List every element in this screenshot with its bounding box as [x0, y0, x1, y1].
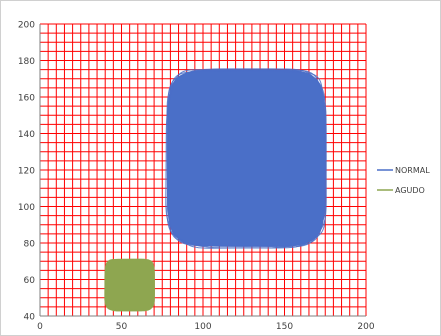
y-tick-label: 40: [24, 313, 36, 323]
y-tick-label: 140: [18, 130, 35, 140]
y-tick-label: 160: [18, 94, 35, 104]
x-tick-label: 50: [116, 322, 128, 332]
x-tick-label: 0: [37, 322, 43, 332]
y-tick-label: 180: [18, 57, 35, 67]
legend-label-agudo: AGUDO: [395, 186, 425, 195]
series-line-normal: [165, 69, 326, 249]
legend-label-normal: NORMAL: [395, 166, 430, 175]
x-tick-label: 200: [357, 322, 374, 332]
x-tick-label: 150: [276, 322, 293, 332]
y-tick-label: 120: [18, 167, 35, 177]
series-fill-agudo: [105, 259, 155, 311]
series-line-agudo: [104, 259, 155, 312]
y-tick-label: 60: [24, 276, 36, 286]
y-tick-label: 200: [18, 21, 35, 31]
y-tick-label: 80: [24, 240, 36, 250]
x-tick-labels: 0 50 100 150 200: [37, 322, 375, 332]
legend: NORMAL AGUDO: [377, 166, 430, 195]
y-tick-label: 100: [18, 203, 35, 213]
series-line-normal: [166, 69, 327, 249]
series-area: [104, 68, 327, 312]
series-fill-normal: [167, 69, 326, 247]
y-tick-labels: 40 60 80 100 120 140 160 180 200: [18, 21, 35, 323]
x-tick-label: 100: [194, 322, 211, 332]
axes: [39, 24, 366, 317]
